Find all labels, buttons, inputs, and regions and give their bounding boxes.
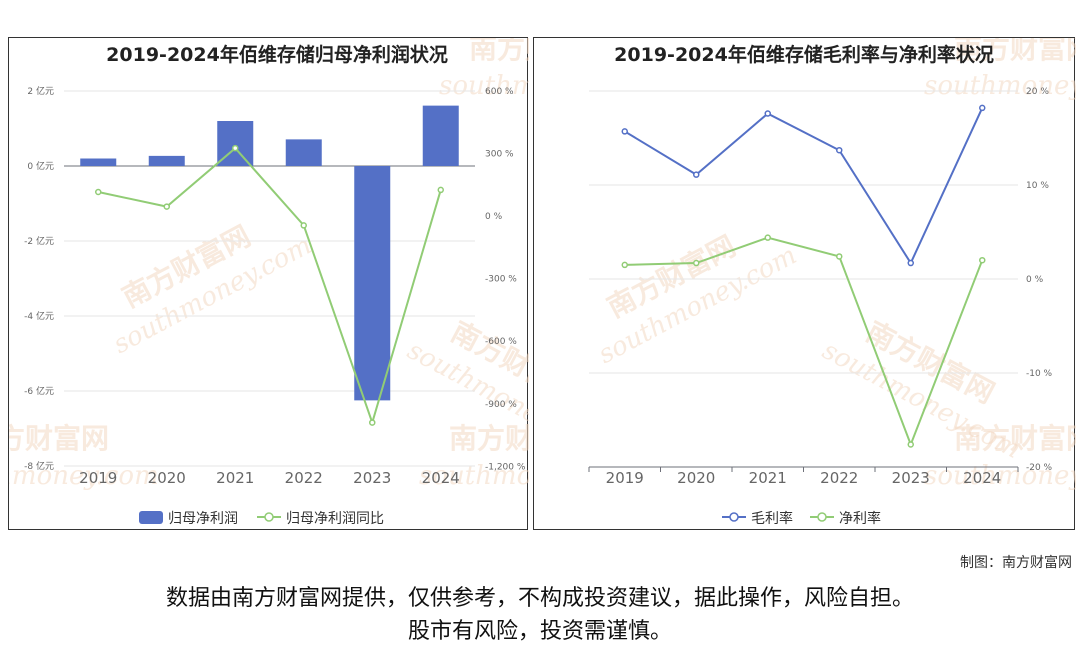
disclaimer-line-2: 股市有风险，投资需谨慎。: [407, 619, 672, 644]
x-tick-label: 2023: [353, 469, 391, 487]
bar-2022: [285, 139, 322, 166]
series-point-2019: [621, 261, 628, 269]
right-axis-tick-label: 0 %: [1026, 275, 1044, 285]
watermark-en-text: southmoney.com: [439, 71, 529, 101]
bar-2019: [80, 158, 117, 166]
watermark-cn-text: 南方财富网: [9, 422, 109, 455]
right-axis-tick-label: -600 %: [485, 337, 517, 347]
legend-bar-swatch: [139, 511, 163, 524]
yoy-point-2019: [95, 188, 102, 196]
series-point-2024: [979, 256, 986, 264]
right-axis-tick-label: -900 %: [485, 400, 517, 410]
series-line-毛利率: [624, 107, 984, 266]
legend-gross-label: 毛利率: [751, 510, 793, 527]
yoy-line: [98, 146, 442, 426]
right-chart-panel: 南方财富网southmoney.com南方财富网southmoney.com南方…: [533, 37, 1076, 530]
legend-bar-label: 归母净利润: [168, 510, 238, 527]
left-axis-tick-label: -8 亿元: [24, 460, 54, 472]
series-point-2020: [693, 259, 700, 267]
series-line-净利率: [624, 236, 984, 448]
yoy-point-2022: [300, 222, 307, 229]
disclaimer-line-1: 数据由南方财富网提供，仅供参考，不构成投资建议，据此操作，风险自担。: [165, 586, 914, 611]
series-point-2021: [764, 234, 771, 241]
right-chart-svg: 南方财富网southmoney.com南方财富网southmoney.com南方…: [588, 38, 1076, 527]
x-tick-label: 2022: [285, 469, 323, 487]
watermark-cn-text: 南方财富网: [449, 422, 529, 455]
x-tick-label: 2022: [820, 469, 858, 487]
series-point-2024: [979, 104, 986, 112]
yoy-point-2023: [369, 419, 376, 426]
x-tick-label: 2019: [79, 469, 117, 487]
bar-2023: [354, 166, 391, 401]
x-tick-label: 2019: [606, 469, 644, 487]
series-point-2021: [764, 110, 771, 117]
x-tick-label: 2020: [677, 469, 715, 487]
legend-net-label: 净利率: [839, 510, 881, 527]
x-tick-label: 2024: [422, 469, 460, 487]
bar-2020: [148, 155, 185, 166]
bar-2024: [422, 105, 459, 166]
watermark-cn-text: 南方财富网: [954, 422, 1076, 455]
watermark-en-text: southmoney.com: [924, 71, 1076, 101]
series-point-2022: [836, 146, 843, 154]
right-axis-tick-label: 600 %: [485, 87, 514, 97]
left-axis-tick-label: 2 亿元: [27, 85, 54, 97]
yoy-point-2024: [437, 186, 444, 194]
legend-line-label: 归母净利润同比: [286, 510, 384, 527]
x-tick-label: 2023: [892, 469, 930, 487]
left-axis-tick-label: 0 亿元: [27, 160, 54, 172]
left-chart-panel: 南方财富网southmoney.com南方财富网southmoney.com南方…: [8, 37, 529, 530]
right-axis-tick-label: -20 %: [1026, 463, 1053, 473]
right-axis-tick-label: 10 %: [1026, 181, 1049, 191]
right-chart-title: 2019-2024年佰维存储毛利率与净利率状况: [614, 43, 994, 66]
x-tick-label: 2020: [148, 469, 186, 487]
yoy-point-2020: [163, 203, 170, 210]
left-axis-tick-label: -2 亿元: [24, 235, 54, 247]
left-axis-tick-label: -6 亿元: [24, 385, 54, 397]
series-point-2020: [693, 171, 700, 178]
credit-text: 制图：南方财富网: [960, 555, 1072, 571]
watermark-en-text: southmoney.com: [924, 461, 1076, 491]
right-axis-tick-label: 0 %: [485, 212, 503, 222]
legend-net-marker: [817, 512, 827, 522]
legend-gross-marker: [729, 512, 739, 522]
left-chart-title: 2019-2024年佰维存储归母净利润状况: [106, 43, 448, 66]
right-axis-tick-label: 300 %: [485, 149, 514, 159]
legend-line-marker: [264, 512, 274, 522]
right-axis-tick-label: -300 %: [485, 275, 517, 285]
left-axis-tick-label: -4 亿元: [24, 310, 54, 322]
yoy-point-2021: [232, 144, 239, 152]
right-axis-tick-label: -10 %: [1026, 369, 1053, 379]
right-axis-tick-label: -1,200 %: [485, 462, 526, 472]
left-chart-svg: 南方财富网southmoney.com南方财富网southmoney.com南方…: [9, 38, 529, 527]
watermark-cn-text: 南方财富网: [469, 38, 529, 65]
watermark-cn-text: 南方财富网: [954, 38, 1076, 65]
right-axis-tick-label: 20 %: [1026, 87, 1049, 97]
x-tick-label: 2024: [963, 469, 1001, 487]
series-point-2023: [907, 259, 914, 267]
series-point-2023: [907, 441, 914, 448]
series-point-2019: [621, 128, 628, 135]
series-point-2022: [836, 253, 843, 260]
x-tick-label: 2021: [216, 469, 254, 487]
x-tick-label: 2021: [749, 469, 787, 487]
